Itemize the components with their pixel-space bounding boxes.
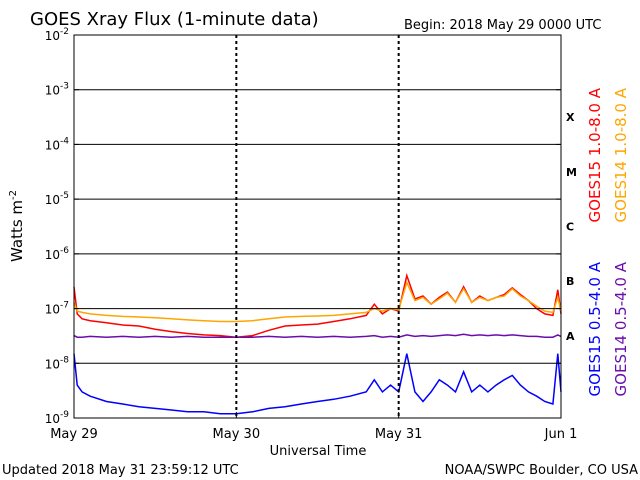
legend-entry: GOES14 1.0-8.0 A — [612, 87, 630, 222]
series-line — [73, 353, 562, 415]
svg-text:Watts m-2: Watts m-2 — [8, 190, 26, 262]
y-axis-ticks: 10-2 10-3 10-4 10-5 10-6 10-7 10-8 10-9 — [45, 27, 561, 426]
legend-entry: GOES15 0.5-4.0 A — [586, 261, 604, 396]
flare-class-label: C — [566, 221, 574, 234]
y-tick-label: 10-6 — [45, 246, 70, 262]
flare-class-label: X — [566, 111, 575, 124]
grid-layer — [74, 35, 561, 418]
y-axis-label: Watts m-2 — [8, 190, 26, 262]
y-tick-label: 10-2 — [45, 27, 69, 43]
flare-class-label: A — [566, 330, 575, 343]
credit-label: NOAA/SWPC Boulder, CO USA — [445, 463, 638, 478]
flare-class-label: M — [566, 166, 577, 179]
y-tick-label: 10-9 — [45, 410, 70, 426]
x-tick-label: May 30 — [213, 427, 261, 442]
series-layer — [73, 272, 562, 415]
series-line — [73, 333, 562, 338]
legend-entry: GOES14 0.5-4.0 A — [612, 261, 630, 396]
y-tick-label: 10-3 — [45, 82, 69, 98]
legend-entry: GOES15 1.0-8.0 A — [586, 87, 604, 222]
y-tick-label: 10-7 — [45, 301, 69, 317]
y-tick-label: 10-5 — [45, 191, 69, 207]
chart-title: GOES Xray Flux (1-minute data) — [30, 9, 319, 30]
x-tick-label: May 31 — [375, 427, 423, 442]
flare-class-labels: X M C B A — [566, 111, 577, 343]
legend: GOES15 1.0-8.0 A GOES14 1.0-8.0 A GOES15 0… — [586, 87, 630, 396]
legend-label: GOES15 1.0-8.0 A — [586, 87, 604, 222]
x-tick-label: May 29 — [50, 427, 98, 442]
begin-date-label: Begin: 2018 May 29 0000 UTC — [404, 18, 601, 33]
plot-frame — [73, 34, 562, 419]
updated-timestamp: Updated 2018 May 31 23:59:12 UTC — [2, 463, 239, 478]
x-axis-label: Universal Time — [270, 444, 367, 459]
flare-class-label: B — [566, 275, 574, 288]
legend-label: GOES14 0.5-4.0 A — [612, 261, 630, 396]
y-tick-label: 10-8 — [45, 355, 70, 371]
series-line — [73, 280, 562, 323]
y-tick-label: 10-4 — [45, 136, 70, 152]
legend-label: GOES15 0.5-4.0 A — [586, 261, 604, 396]
legend-label: GOES14 1.0-8.0 A — [612, 87, 630, 222]
x-axis-ticks: May 29 May 30 May 31 Jun 1 — [50, 412, 577, 442]
y-axis-label-exponent: -2 — [8, 190, 19, 200]
y-axis-label-main: Watts m — [8, 200, 26, 262]
series-line — [73, 272, 562, 338]
x-tick-label: Jun 1 — [544, 427, 578, 442]
